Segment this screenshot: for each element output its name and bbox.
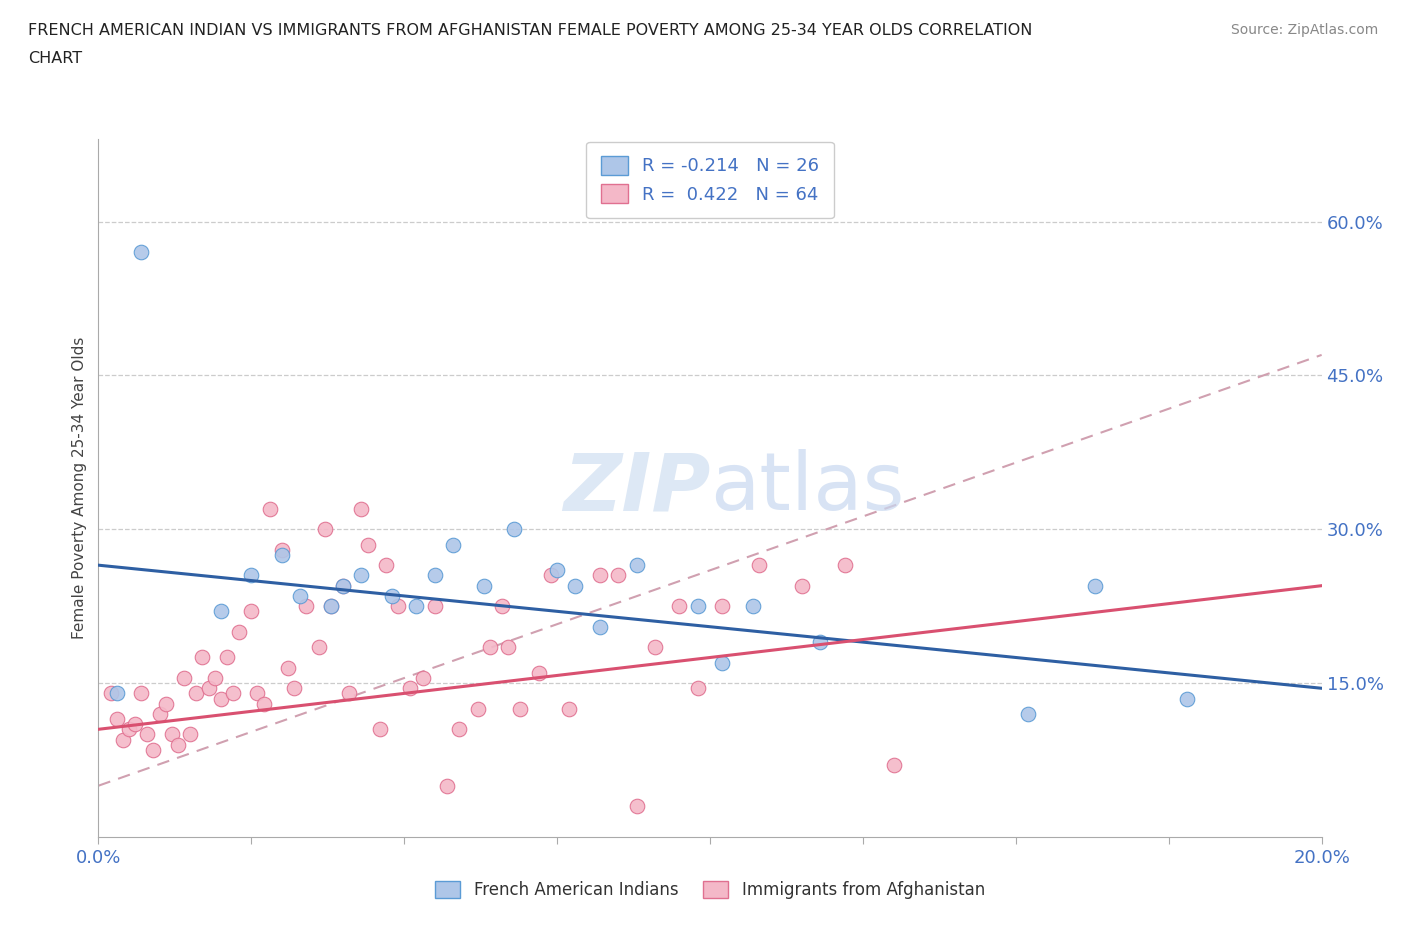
Y-axis label: Female Poverty Among 25-34 Year Olds: Female Poverty Among 25-34 Year Olds: [72, 337, 87, 640]
Point: [240, 604, 263, 618]
Point: [222, 686, 245, 701]
Point: [100, 686, 122, 701]
Point: [142, 742, 165, 757]
Point: [314, 522, 336, 537]
Point: [240, 568, 263, 583]
Point: [374, 558, 396, 573]
Point: [160, 727, 183, 742]
Text: CHART: CHART: [28, 51, 82, 66]
Point: [626, 799, 648, 814]
Point: [790, 578, 813, 593]
Point: [368, 722, 391, 737]
Point: [589, 568, 612, 583]
Text: FRENCH AMERICAN INDIAN VS IMMIGRANTS FROM AFGHANISTAN FEMALE POVERTY AMONG 25-34: FRENCH AMERICAN INDIAN VS IMMIGRANTS FRO…: [28, 23, 1032, 38]
Point: [387, 599, 409, 614]
Point: [883, 758, 905, 773]
Point: [496, 640, 519, 655]
Point: [423, 568, 446, 583]
Point: [356, 538, 378, 552]
Point: [277, 660, 299, 675]
Point: [332, 578, 354, 593]
Point: [191, 650, 214, 665]
Point: [179, 727, 201, 742]
Point: [118, 722, 141, 737]
Point: [105, 686, 128, 701]
Point: [644, 640, 666, 655]
Point: [686, 681, 709, 696]
Point: [350, 501, 373, 516]
Point: [1175, 691, 1198, 706]
Point: [228, 624, 250, 639]
Point: [209, 604, 232, 618]
Point: [449, 722, 471, 737]
Point: [173, 671, 195, 685]
Point: [748, 558, 770, 573]
Point: [204, 671, 226, 685]
Point: [246, 686, 269, 701]
Point: [186, 686, 208, 701]
Point: [332, 578, 354, 593]
Point: [319, 599, 342, 614]
Text: atlas: atlas: [710, 449, 904, 527]
Point: [540, 568, 562, 583]
Point: [259, 501, 281, 516]
Point: [1017, 707, 1039, 722]
Point: [124, 717, 146, 732]
Point: [295, 599, 318, 614]
Point: [381, 589, 404, 604]
Point: [741, 599, 763, 614]
Point: [834, 558, 856, 573]
Point: [209, 691, 232, 706]
Point: [155, 697, 177, 711]
Point: [607, 568, 630, 583]
Point: [197, 681, 219, 696]
Point: [111, 732, 134, 747]
Point: [509, 701, 531, 716]
Point: [405, 599, 427, 614]
Point: [478, 640, 501, 655]
Point: [711, 656, 734, 671]
Point: [136, 727, 159, 742]
Text: Source: ZipAtlas.com: Source: ZipAtlas.com: [1230, 23, 1378, 37]
Point: [399, 681, 422, 696]
Point: [686, 599, 709, 614]
Point: [129, 686, 152, 701]
Point: [270, 542, 292, 557]
Point: [270, 548, 292, 563]
Point: [319, 599, 342, 614]
Point: [105, 711, 128, 726]
Point: [1084, 578, 1107, 593]
Point: [668, 599, 690, 614]
Point: [215, 650, 238, 665]
Point: [350, 568, 373, 583]
Point: [589, 619, 612, 634]
Text: ZIP: ZIP: [562, 449, 710, 527]
Point: [491, 599, 513, 614]
Point: [283, 681, 305, 696]
Point: [436, 778, 458, 793]
Point: [337, 686, 360, 701]
Point: [412, 671, 434, 685]
Point: [290, 589, 312, 604]
Point: [808, 634, 831, 649]
Point: [467, 701, 489, 716]
Point: [308, 640, 330, 655]
Legend: French American Indians, Immigrants from Afghanistan: French American Indians, Immigrants from…: [422, 868, 998, 912]
Point: [564, 578, 586, 593]
Point: [527, 666, 550, 681]
Point: [149, 707, 172, 722]
Point: [472, 578, 495, 593]
Point: [423, 599, 446, 614]
Point: [167, 737, 190, 752]
Point: [252, 697, 274, 711]
Point: [546, 563, 568, 578]
Point: [626, 558, 648, 573]
Point: [503, 522, 526, 537]
Point: [711, 599, 734, 614]
Point: [129, 245, 152, 259]
Point: [558, 701, 581, 716]
Point: [441, 538, 464, 552]
